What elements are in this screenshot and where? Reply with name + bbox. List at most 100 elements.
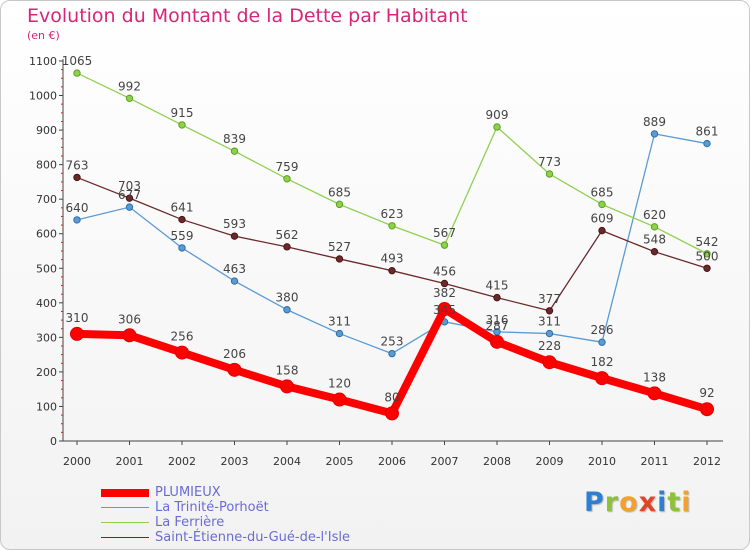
legend-item: La Trinité-Porhoët xyxy=(101,500,350,515)
series-point-2 xyxy=(440,241,449,249)
y-tick-label: 900 xyxy=(36,124,57,137)
data-label: 92 xyxy=(699,386,714,400)
y-tick-label: 1100 xyxy=(29,55,57,68)
legend-item: La Ferrière xyxy=(101,515,350,530)
data-label: 206 xyxy=(223,347,246,361)
legend: PLUMIEUX La Trinité-Porhoët La Ferrière Sai… xyxy=(101,485,350,545)
x-tick-label: 2011 xyxy=(641,455,669,468)
series-point-0 xyxy=(227,362,242,377)
data-label: 256 xyxy=(171,330,194,344)
series-point-1 xyxy=(335,329,344,338)
series-point-3 xyxy=(703,264,711,272)
series-point-0 xyxy=(595,371,609,386)
x-tick-label: 2005 xyxy=(326,455,354,468)
logo-letter: t xyxy=(667,487,682,518)
data-label: 1065 xyxy=(62,54,93,68)
y-tick-label: 200 xyxy=(36,366,57,379)
series-point-0 xyxy=(385,406,399,421)
logo-letter: o xyxy=(619,487,639,518)
data-label: 542 xyxy=(696,235,719,249)
data-label: 120 xyxy=(328,377,351,391)
legend-item: Saint-Étienne-du-Gué-de-l'Isle xyxy=(101,530,350,545)
data-label: 839 xyxy=(223,132,246,146)
series-point-2 xyxy=(335,200,344,209)
series-point-0 xyxy=(280,379,294,394)
series-point-2 xyxy=(283,175,291,183)
legend-swatch xyxy=(101,536,149,539)
series-point-0 xyxy=(175,345,189,360)
data-label: 286 xyxy=(591,323,614,337)
series-point-0 xyxy=(647,386,662,401)
legend-swatch xyxy=(101,488,149,497)
series-point-2 xyxy=(125,94,134,103)
data-label: 909 xyxy=(486,108,509,122)
data-label: 345 xyxy=(433,303,456,317)
x-tick-label: 2007 xyxy=(431,455,459,468)
x-tick-label: 2006 xyxy=(378,455,406,468)
data-label: 316 xyxy=(486,313,509,327)
series-point-0 xyxy=(122,328,137,343)
data-label: 548 xyxy=(643,233,666,247)
y-tick-label: 1000 xyxy=(29,90,57,103)
data-label: 158 xyxy=(276,363,299,377)
logo-letter: r xyxy=(604,487,620,518)
x-tick-label: 2012 xyxy=(693,455,721,468)
series-line-1 xyxy=(76,133,708,355)
series-point-0 xyxy=(437,302,452,317)
series-point-3 xyxy=(178,215,186,224)
data-label: 609 xyxy=(591,212,614,226)
legend-label: La Trinité-Porhoët xyxy=(155,500,269,515)
series-point-1 xyxy=(388,349,396,358)
legend-label: PLUMIEUX xyxy=(155,485,221,500)
data-label: 889 xyxy=(643,115,666,129)
data-label: 559 xyxy=(171,229,194,243)
series-point-3 xyxy=(650,247,659,256)
series-point-2 xyxy=(598,200,606,209)
series-point-1 xyxy=(125,203,134,211)
data-label: 463 xyxy=(223,262,246,276)
legend-label: Saint-Étienne-du-Gué-de-l'Isle xyxy=(155,530,350,545)
series-point-1 xyxy=(230,277,239,285)
series-point-3 xyxy=(388,266,396,275)
logo-letter: x xyxy=(638,487,658,518)
data-label: 311 xyxy=(328,315,351,329)
series-point-2 xyxy=(703,250,711,258)
series-point-2 xyxy=(230,147,239,155)
series-point-1 xyxy=(703,139,711,148)
x-tick-label: 2010 xyxy=(588,455,616,468)
data-label: 773 xyxy=(538,155,561,169)
series-point-2 xyxy=(388,222,396,230)
legend-label: La Ferrière xyxy=(155,515,225,530)
data-label: 703 xyxy=(118,179,141,193)
x-tick-label: 2003 xyxy=(221,455,249,468)
data-label: 456 xyxy=(433,264,456,278)
series-point-3 xyxy=(73,173,81,182)
y-tick-label: 800 xyxy=(36,159,57,172)
y-tick-label: 700 xyxy=(36,193,57,206)
logo-letter: i xyxy=(657,487,668,518)
data-label: 80 xyxy=(384,390,399,404)
series-point-2 xyxy=(178,121,186,129)
data-label: 253 xyxy=(381,335,404,349)
data-label: 685 xyxy=(328,185,351,199)
data-label: 677 xyxy=(118,188,141,202)
data-label: 500 xyxy=(696,249,719,263)
series-point-2 xyxy=(545,170,554,178)
legend-swatch xyxy=(101,521,149,524)
data-label: 620 xyxy=(643,208,666,222)
y-tick-label: 500 xyxy=(36,262,57,275)
data-label: 562 xyxy=(276,228,299,242)
series-point-2 xyxy=(650,223,659,231)
series-point-3 xyxy=(440,279,449,288)
logo-letter: P xyxy=(584,487,605,518)
data-label: 623 xyxy=(381,207,404,221)
series-point-0 xyxy=(332,392,347,407)
data-label: 138 xyxy=(643,370,666,384)
series-point-0 xyxy=(490,334,504,349)
data-label: 382 xyxy=(433,286,456,300)
data-label: 915 xyxy=(171,106,194,120)
series-point-3 xyxy=(283,243,291,251)
chart-title: Evolution du Montant de la Dette par Hab… xyxy=(27,5,468,27)
